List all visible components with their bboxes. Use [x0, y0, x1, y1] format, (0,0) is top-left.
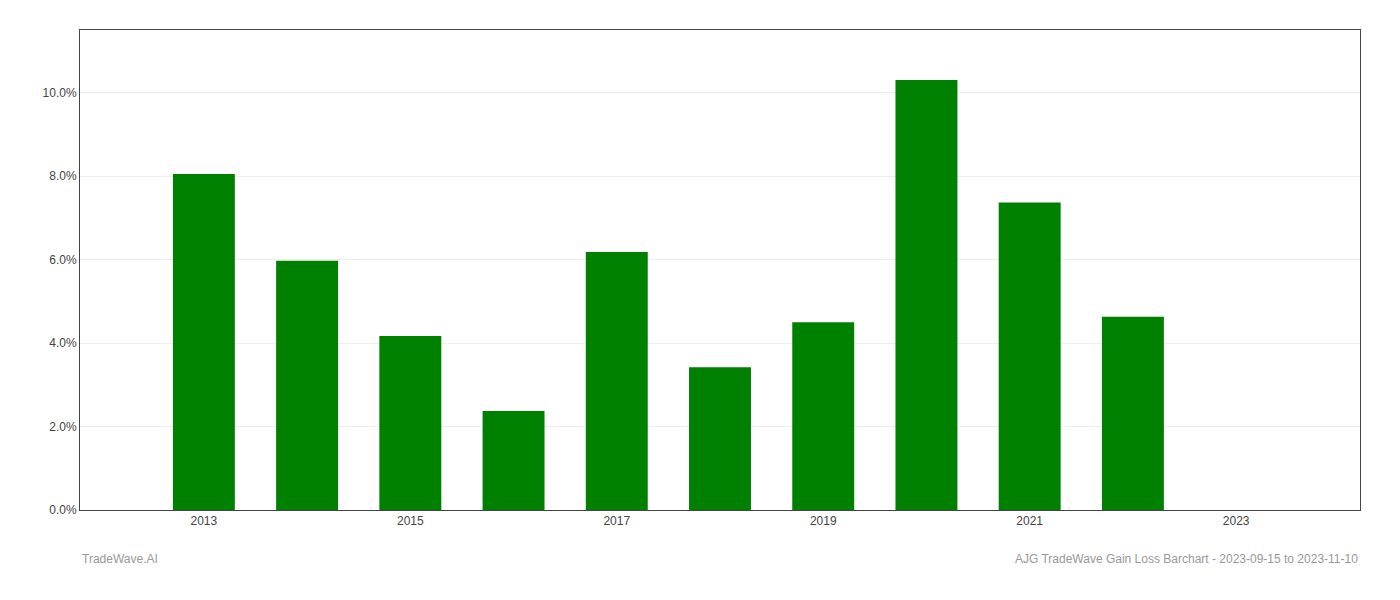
svg-text:2017: 2017 [603, 514, 630, 528]
svg-text:TradeWave.AI: TradeWave.AI [82, 552, 158, 566]
svg-text:AJG TradeWave Gain Loss Barcha: AJG TradeWave Gain Loss Barchart - 2023-… [1015, 552, 1358, 566]
svg-text:8.0%: 8.0% [49, 169, 77, 183]
svg-text:0.0%: 0.0% [49, 503, 77, 517]
svg-text:2021: 2021 [1016, 514, 1043, 528]
svg-text:2015: 2015 [397, 514, 424, 528]
svg-text:2019: 2019 [810, 514, 837, 528]
svg-text:6.0%: 6.0% [49, 253, 77, 267]
svg-text:10.0%: 10.0% [43, 86, 77, 100]
svg-text:4.0%: 4.0% [49, 336, 77, 350]
svg-text:2023: 2023 [1223, 514, 1250, 528]
svg-text:2.0%: 2.0% [49, 420, 77, 434]
svg-text:2013: 2013 [191, 514, 218, 528]
